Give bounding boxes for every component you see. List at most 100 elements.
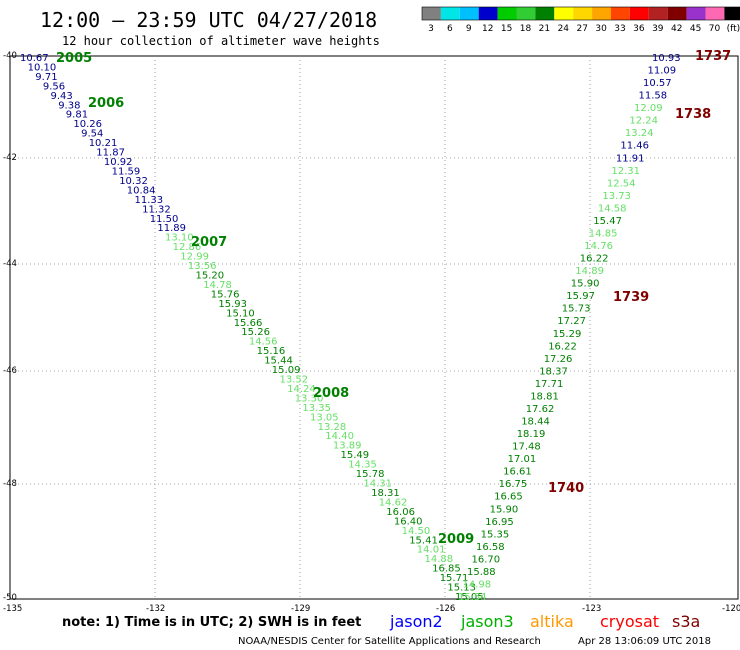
- swh-value: 15.10: [226, 308, 255, 319]
- swh-value: 15.29: [553, 329, 582, 340]
- swh-value: 10.93: [652, 53, 681, 64]
- swh-value: 18.31: [371, 488, 400, 499]
- scale-label: 3: [428, 24, 434, 34]
- swh-value: 12.86: [173, 242, 202, 253]
- swh-value: 18.44: [521, 417, 550, 428]
- scale-swatch: [573, 7, 593, 20]
- swh-value: 9.81: [66, 110, 88, 121]
- swh-value: 13.05: [310, 412, 339, 423]
- swh-value: 11.46: [620, 141, 649, 152]
- scale-label: 15: [501, 24, 512, 34]
- lat-label: -46: [3, 366, 17, 376]
- lon-label: -120: [722, 604, 740, 614]
- swh-value: 14.56: [249, 337, 278, 348]
- swh-value: 11.32: [142, 204, 171, 215]
- satellite-name: jason3: [460, 612, 514, 631]
- scale-swatch: [478, 7, 498, 20]
- swh-value: 9.71: [35, 72, 57, 83]
- swh-value: 14.40: [325, 431, 354, 442]
- swh-value: 13.10: [165, 233, 194, 244]
- swh-value: 14.88: [425, 554, 454, 565]
- swh-value: 15.71: [440, 573, 469, 584]
- swh-value: 11.59: [112, 167, 141, 178]
- lat-label: -48: [3, 479, 17, 489]
- swh-value: 13.73: [602, 191, 631, 202]
- hour-label: 1738: [675, 107, 711, 122]
- hour-label: 2008: [313, 386, 349, 401]
- scale-swatch: [497, 7, 517, 20]
- swh-value: 16.85: [432, 564, 461, 575]
- swh-value: 17.48: [512, 442, 541, 453]
- scale-swatch: [705, 7, 725, 20]
- scale-label: 30: [595, 24, 607, 34]
- swh-value: 11.91: [616, 153, 645, 164]
- swh-value: 15.90: [571, 279, 600, 290]
- swh-value: 15.47: [593, 216, 622, 227]
- scale-label: 12: [482, 24, 493, 34]
- lat-label: -40: [3, 51, 17, 61]
- swh-value: 13.30: [295, 393, 324, 404]
- swh-value: 13.24: [625, 128, 654, 139]
- swh-value: 10.26: [73, 119, 102, 130]
- swh-value: 15.13: [447, 583, 476, 594]
- swh-value: 16.61: [503, 467, 532, 478]
- scale-swatch: [611, 7, 630, 20]
- swh-value: 14.01: [417, 545, 446, 556]
- lon-label: -135: [3, 604, 22, 614]
- swh-value: 14.76: [584, 241, 613, 252]
- swh-value: 16.75: [499, 479, 528, 490]
- swh-value: 15.16: [257, 346, 286, 357]
- swh-value: 15.41: [409, 535, 438, 546]
- scale-label: 6: [447, 24, 453, 34]
- scale-label: 27: [576, 24, 587, 34]
- scale-label: 9: [466, 24, 472, 34]
- graticule: [10, 56, 738, 599]
- swh-value: 11.33: [135, 195, 164, 206]
- swh-value: 17.62: [526, 404, 555, 415]
- swh-value: 9.38: [58, 100, 80, 111]
- swh-value: 15.97: [566, 291, 595, 302]
- swh-value: 10.67: [20, 53, 49, 64]
- scale-swatch: [592, 7, 611, 20]
- swh-value: 14.89: [575, 266, 604, 277]
- swh-value: 11.87: [96, 148, 125, 159]
- scale-swatch: [724, 7, 740, 20]
- swh-value: 18.37: [539, 366, 568, 377]
- satellite-name: cryosat: [600, 612, 659, 631]
- scale-label: 39: [652, 24, 664, 34]
- hour-label: 2007: [191, 235, 227, 250]
- swh-value: 10.21: [89, 138, 118, 149]
- map-title: 12:00 – 23:59 UTC 04/27/2018: [40, 8, 377, 32]
- swh-value: 12.54: [607, 178, 636, 189]
- swh-value: 9.54: [81, 129, 103, 140]
- swh-value: 14.35: [348, 460, 377, 471]
- swh-value: 13.28: [318, 422, 347, 433]
- swh-value: 18.81: [530, 391, 559, 402]
- swh-value: 13.56: [188, 261, 217, 272]
- satellite-name: jason2: [389, 612, 443, 631]
- scale-swatch: [440, 7, 460, 20]
- scale-label: 24: [558, 24, 570, 34]
- swh-value: 17.27: [557, 316, 586, 327]
- swh-value: 12.31: [611, 166, 640, 177]
- scale-swatch: [459, 7, 479, 20]
- swh-value: 15.49: [341, 450, 370, 461]
- scale-swatch: [667, 7, 687, 20]
- swh-value: 10.32: [119, 176, 148, 187]
- hour-label: 1737: [695, 49, 731, 64]
- hour-label: 2009: [438, 532, 474, 547]
- swh-value: 11.09: [648, 66, 677, 77]
- scale-label: 36: [633, 24, 645, 34]
- scale-label: 42: [671, 24, 682, 34]
- swh-value: 15.09: [272, 365, 301, 376]
- scale-swatch: [629, 7, 649, 20]
- swh-value: 15.73: [562, 304, 591, 315]
- map-subtitle: 12 hour collection of altimeter wave hei…: [62, 34, 380, 48]
- scale-label: (ft): [727, 24, 740, 34]
- lat-label: -50: [3, 593, 17, 603]
- swh-value: 15.90: [490, 504, 519, 515]
- swh-value: 15.35: [481, 529, 510, 540]
- hour-label: 2006: [88, 96, 124, 111]
- color-scale-legend: 3 6 9 12 15 18 21 24 27 30 33 36 39 42 45 70 (ft): [421, 6, 740, 34]
